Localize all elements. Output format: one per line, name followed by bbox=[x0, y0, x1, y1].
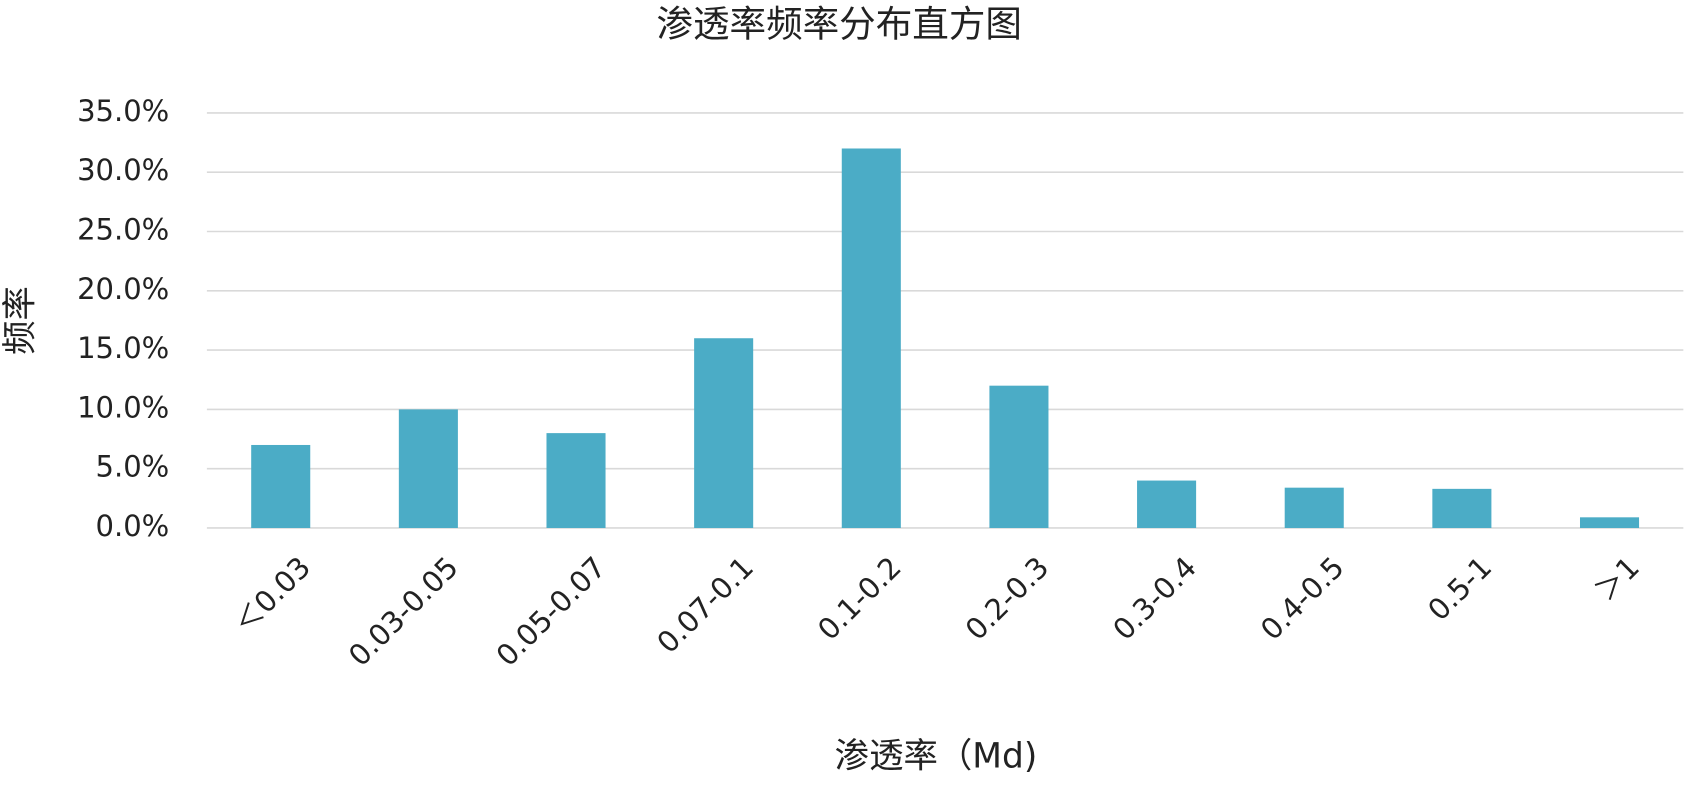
bar bbox=[1432, 488, 1492, 528]
bar bbox=[841, 148, 901, 528]
x-tick-label: ＞1 bbox=[1588, 550, 1646, 608]
y-tick-label: 0.0% bbox=[96, 509, 170, 543]
y-axis-title: 频率 bbox=[0, 286, 40, 355]
bar bbox=[398, 409, 458, 528]
x-tick-label: 0.4-0.5 bbox=[1254, 550, 1351, 647]
bar bbox=[1284, 487, 1344, 528]
y-tick-label: 5.0% bbox=[96, 450, 170, 484]
bar bbox=[1579, 517, 1640, 528]
x-axis-title: 渗透率（Md) bbox=[835, 737, 1038, 777]
x-tick-label: 0.5-1 bbox=[1421, 550, 1498, 627]
bar bbox=[1137, 480, 1197, 528]
y-tick-label: 30.0% bbox=[77, 153, 169, 187]
y-tick-label: 20.0% bbox=[77, 272, 169, 306]
y-tick-label: 10.0% bbox=[77, 390, 169, 424]
x-tick-label: 0.03-0.05 bbox=[342, 550, 465, 673]
x-tick-label: ＜0.03 bbox=[227, 550, 317, 640]
chart-title: 渗透率频率分布直方图 bbox=[656, 2, 1021, 45]
bar bbox=[694, 338, 754, 528]
x-tick-label: 0.2-0.3 bbox=[959, 550, 1056, 647]
x-tick-label: 0.05-0.07 bbox=[490, 550, 613, 673]
bar bbox=[546, 433, 606, 528]
y-tick-label: 15.0% bbox=[77, 331, 169, 365]
y-tick-label: 35.0% bbox=[77, 94, 169, 128]
x-tick-label: 0.3-0.4 bbox=[1106, 550, 1203, 647]
x-tick-label: 0.07-0.1 bbox=[650, 550, 760, 660]
x-tick-label: 0.1-0.2 bbox=[811, 550, 908, 647]
bar bbox=[989, 385, 1049, 528]
bar bbox=[251, 444, 311, 528]
y-tick-label: 25.0% bbox=[77, 213, 169, 247]
